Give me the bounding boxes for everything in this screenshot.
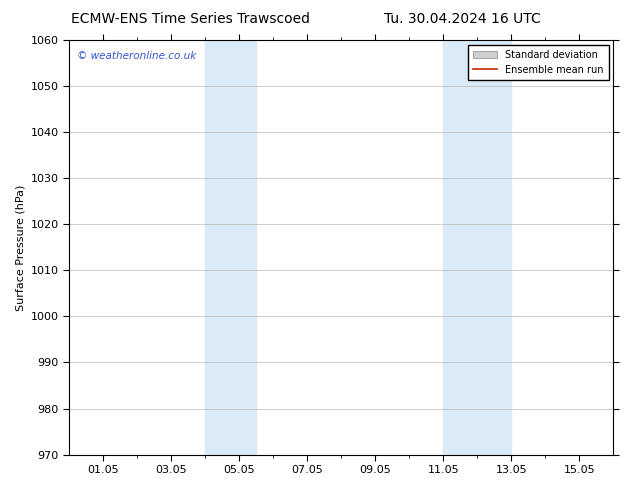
- Y-axis label: Surface Pressure (hPa): Surface Pressure (hPa): [15, 184, 25, 311]
- Legend: Standard deviation, Ensemble mean run: Standard deviation, Ensemble mean run: [469, 45, 609, 79]
- Text: Tu. 30.04.2024 16 UTC: Tu. 30.04.2024 16 UTC: [384, 12, 541, 26]
- Text: ECMW-ENS Time Series Trawscoed: ECMW-ENS Time Series Trawscoed: [71, 12, 309, 26]
- Bar: [205, 40, 256, 455]
- Bar: [443, 40, 512, 455]
- Text: © weatheronline.co.uk: © weatheronline.co.uk: [77, 50, 197, 61]
